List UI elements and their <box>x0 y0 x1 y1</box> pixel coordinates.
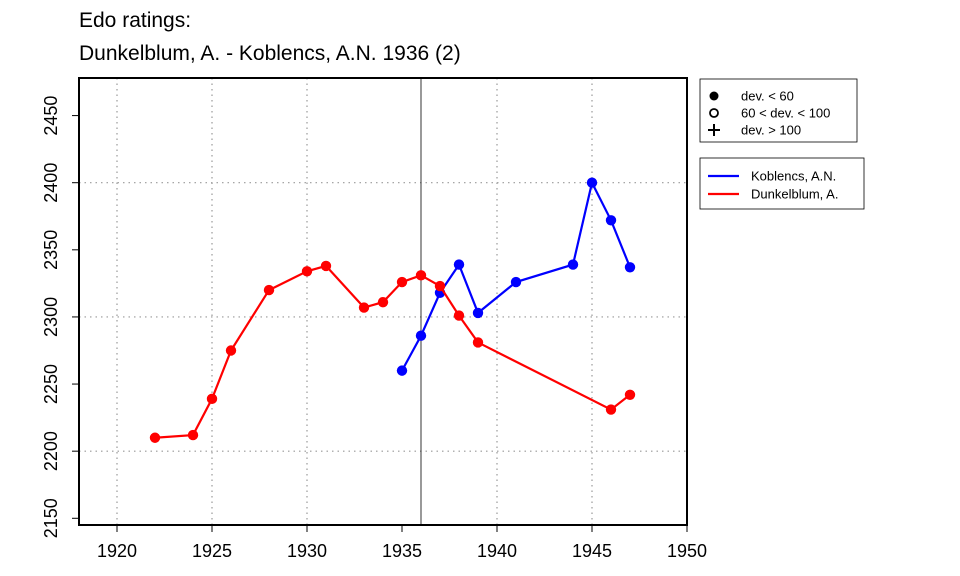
chart-title-line-1: Edo ratings: <box>79 9 192 32</box>
series-legend-box <box>699 157 865 210</box>
x-tick-label: 1935 <box>382 541 422 561</box>
data-point <box>605 215 617 226</box>
data-point <box>320 260 332 272</box>
data-point <box>453 259 465 270</box>
data-point <box>358 302 370 313</box>
data-point <box>149 432 161 443</box>
marker-legend-label: 60 < dev. < 100 <box>741 106 830 121</box>
data-point <box>225 345 237 356</box>
data-point <box>472 337 484 348</box>
x-tick-label: 1940 <box>477 541 517 561</box>
data-point <box>263 284 275 296</box>
data-point <box>187 429 199 441</box>
y-tick-label: 2350 <box>41 230 61 270</box>
data-point <box>434 280 446 292</box>
x-axis: 1920 1925 1930 1935 1940 1945 1950 <box>97 525 707 561</box>
data-point <box>396 276 408 288</box>
marker-legend-box <box>699 78 858 143</box>
data-point <box>377 296 389 308</box>
data-point <box>472 307 484 319</box>
data-point <box>605 404 617 415</box>
y-tick-label: 2400 <box>41 163 61 203</box>
data-point <box>510 276 522 288</box>
data-point <box>624 262 636 273</box>
plus-icon <box>708 124 720 136</box>
data-point <box>396 365 408 376</box>
marker-legend-label: dev. > 100 <box>741 123 801 138</box>
x-tick-label: 1950 <box>667 541 707 561</box>
series-line-0 <box>401 179 632 372</box>
series-line-1 <box>154 264 631 439</box>
filled-circle-icon <box>709 91 719 101</box>
marker-legend-label: dev. < 60 <box>741 89 794 104</box>
x-tick-label: 1920 <box>97 541 137 561</box>
grid-lines <box>79 78 687 525</box>
series-legend: Koblencs, A.N. Dunkelblum, A. <box>699 157 865 210</box>
y-tick-label: 2250 <box>41 364 61 404</box>
data-point <box>453 310 465 321</box>
y-axis: 2150 2200 2250 2300 2350 2400 2450 <box>41 96 79 538</box>
series-legend-label: Dunkelblum, A. <box>751 187 838 202</box>
data-point <box>586 177 598 188</box>
y-tick-label: 2300 <box>41 297 61 337</box>
chart-title-line-2: Dunkelblum, A. - Koblencs, A.N. 1936 (2) <box>79 42 461 65</box>
x-tick-label: 1930 <box>287 541 327 561</box>
marker-legend: dev. < 60 60 < dev. < 100 dev. > 100 <box>699 78 858 143</box>
x-tick-label: 1925 <box>192 541 232 561</box>
y-tick-label: 2450 <box>41 96 61 136</box>
y-tick-label: 2200 <box>41 431 61 471</box>
data-point <box>567 259 579 270</box>
plot-frame <box>78 77 688 526</box>
series-legend-label: Koblencs, A.N. <box>751 169 836 184</box>
data-point <box>415 330 427 341</box>
data-point <box>301 266 313 277</box>
y-tick-label: 2150 <box>41 498 61 538</box>
x-tick-label: 1945 <box>572 541 612 561</box>
open-circle-icon <box>709 108 719 118</box>
data-point <box>415 270 427 281</box>
data-point <box>206 393 218 405</box>
series-group <box>149 177 636 443</box>
data-point <box>624 389 636 400</box>
